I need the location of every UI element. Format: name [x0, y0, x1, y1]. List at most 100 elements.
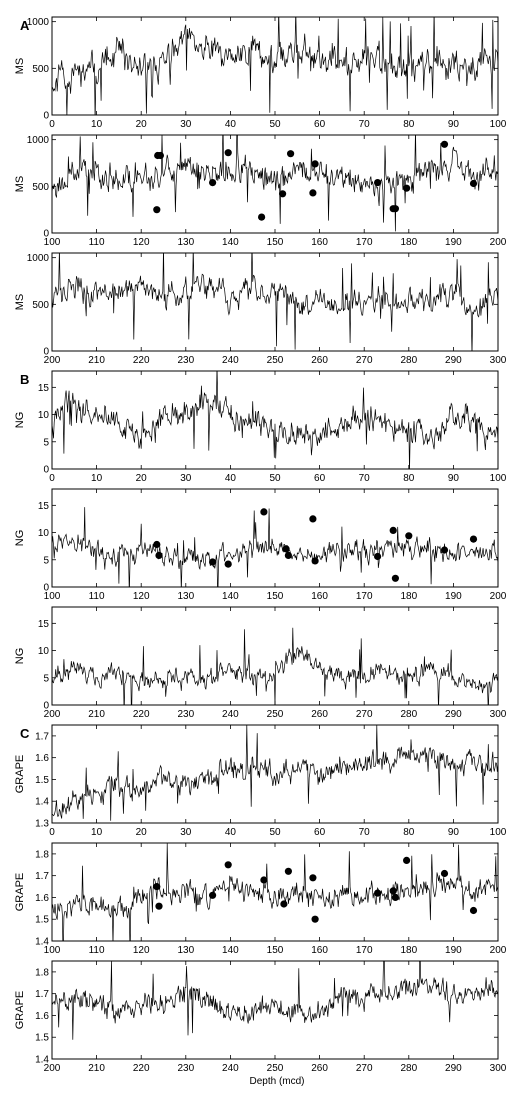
x-tick-label: 50 — [269, 119, 281, 130]
chart-panel: 200 210 220 230 240 250 260 270 280 290 300 0 5 10 15 N… — [14, 606, 507, 720]
x-tick-label: 170 — [356, 237, 373, 248]
series-line — [52, 17, 498, 115]
x-tick-label: 160 — [311, 237, 328, 248]
x-tick-label: 10 — [91, 119, 103, 130]
y-tick-label: 1.4 — [35, 1055, 49, 1066]
x-tick-label: 170 — [356, 591, 373, 602]
data-point — [469, 906, 478, 915]
data-point — [153, 206, 161, 214]
data-point — [284, 867, 292, 875]
x-tick-label: 40 — [225, 473, 237, 484]
x-tick-label: 170 — [356, 945, 373, 956]
data-point — [389, 887, 397, 895]
series-line — [52, 253, 498, 351]
x-tick-label: 60 — [314, 827, 326, 838]
y-axis-label: NG — [14, 648, 26, 665]
data-point — [440, 140, 449, 148]
data-point — [389, 526, 397, 535]
data-point — [469, 179, 478, 188]
chart-panel: 100 110 120 130 140 150 160 170 180 190 200 0 500 100… — [14, 134, 507, 248]
y-tick-label: 500 — [32, 300, 49, 311]
series-line — [52, 135, 498, 232]
series-line — [52, 627, 498, 705]
x-tick-label: 110 — [89, 237, 105, 248]
data-point — [309, 189, 317, 197]
x-tick-label: 20 — [136, 119, 148, 130]
data-point — [440, 869, 449, 878]
y-tick-label: 5 — [43, 673, 49, 684]
y-tick-label: 0 — [43, 465, 49, 476]
x-tick-label: 110 — [89, 945, 105, 956]
x-tick-label: 220 — [133, 709, 150, 720]
x-tick-label: 20 — [136, 473, 148, 484]
x-tick-label: 80 — [403, 473, 415, 484]
data-point — [403, 856, 411, 865]
x-tick-label: 290 — [445, 1063, 462, 1074]
x-tick-label: 50 — [269, 473, 281, 484]
data-point — [309, 874, 317, 882]
x-tick-label: 270 — [356, 355, 373, 366]
chart-panel: 200 210 220 230 240 250 260 270 280 290 300 1.4 1.5 1… — [14, 960, 507, 1074]
x-tick-label: 230 — [177, 709, 194, 720]
y-tick-label: 1.6 — [35, 893, 49, 904]
data-point — [440, 546, 449, 554]
y-tick-label: 1.7 — [35, 731, 49, 742]
y-tick-label: 1000 — [27, 135, 50, 146]
x-tick-label: 300 — [490, 709, 507, 720]
x-tick-label: 60 — [314, 473, 326, 484]
series-line — [52, 371, 498, 469]
data-point — [155, 551, 163, 560]
data-point — [282, 545, 290, 553]
x-tick-label: 260 — [311, 1063, 328, 1074]
plot-frame — [51, 370, 499, 470]
x-tick-label: 0 — [49, 827, 55, 838]
y-axis-label: GRAPE — [14, 873, 26, 912]
x-tick-label: 200 — [490, 237, 507, 248]
x-tick-label: 290 — [445, 355, 462, 366]
x-tick-label: 180 — [400, 945, 417, 956]
y-axis-label: MS — [14, 176, 26, 193]
y-tick-label: 15 — [38, 383, 50, 394]
x-tick-label: 240 — [222, 709, 239, 720]
data-point — [311, 915, 319, 923]
chart-panel: 100 110 120 130 140 150 160 170 180 190 200 0 5 10 15 N… — [14, 488, 507, 602]
x-tick-label: 240 — [222, 355, 239, 366]
data-point — [391, 893, 399, 902]
y-tick-label: 1.4 — [35, 797, 49, 808]
series-line — [52, 961, 498, 1040]
x-tick-label: 40 — [225, 119, 237, 130]
y-tick-label: 1.5 — [35, 775, 49, 786]
y-tick-label: 0 — [43, 347, 49, 358]
data-point — [469, 535, 478, 543]
y-tick-label: 0 — [43, 229, 49, 240]
x-tick-label: 160 — [311, 945, 328, 956]
x-tick-label: 300 — [490, 355, 507, 366]
x-tick-label: 30 — [180, 827, 192, 838]
x-tick-label: 200 — [44, 709, 61, 720]
x-tick-label: 130 — [177, 945, 194, 956]
data-point — [311, 160, 319, 168]
x-tick-label: 230 — [177, 1063, 194, 1074]
x-tick-label: 140 — [222, 945, 239, 956]
x-tick-label: 200 — [44, 1063, 61, 1074]
x-tick-label: 200 — [490, 945, 507, 956]
x-tick-label: 90 — [448, 473, 460, 484]
y-tick-label: 1.5 — [35, 915, 49, 926]
data-point — [374, 889, 382, 897]
series-line — [52, 507, 498, 587]
x-tick-label: 70 — [359, 119, 371, 130]
y-tick-label: 1.5 — [35, 1033, 49, 1044]
x-tick-label: 10 — [91, 827, 103, 838]
data-point — [209, 891, 217, 899]
y-tick-label: 1.3 — [35, 819, 49, 830]
x-tick-label: 280 — [400, 709, 417, 720]
x-tick-label: 230 — [177, 355, 194, 366]
y-axis-label: MS — [14, 294, 26, 311]
data-point — [287, 150, 295, 158]
x-tick-label: 70 — [359, 827, 371, 838]
data-point — [153, 883, 161, 891]
data-point — [155, 902, 163, 910]
y-tick-label: 5 — [43, 437, 49, 448]
y-tick-label: 1000 — [27, 17, 50, 28]
